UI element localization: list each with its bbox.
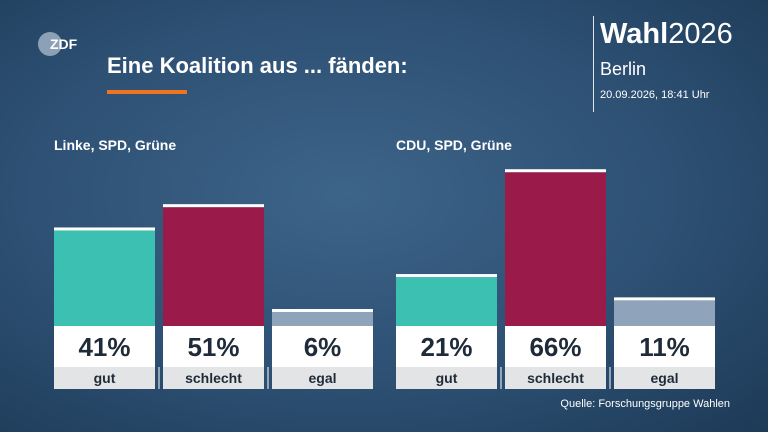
bar-cap-egal (272, 309, 373, 313)
category-box-gut (396, 367, 497, 389)
data-label-egal: 6% (304, 332, 342, 362)
brand-title: Wahl2026 (600, 16, 733, 52)
panel-title-left: Linke, SPD, Grüne (54, 137, 177, 153)
bar-cap-schlecht (163, 204, 264, 208)
data-label-gut: 41% (78, 332, 130, 362)
value-box-egal (614, 326, 715, 367)
value-box-egal (272, 326, 373, 367)
bar-egal (614, 300, 715, 326)
category-label-schlecht: schlecht (185, 370, 242, 386)
category-box-schlecht (163, 367, 264, 389)
timestamp: 20.09.2026, 18:41 Uhr (600, 89, 710, 101)
category-box-egal (614, 367, 715, 389)
data-label-schlecht: 51% (187, 332, 239, 362)
zdf-logo-text: ZDF (50, 36, 78, 52)
category-box-gut (54, 367, 155, 389)
brand-year: 2026 (668, 18, 733, 50)
bar-cap-gut (54, 227, 155, 231)
panel-title-right: CDU, SPD, Grüne (396, 137, 512, 153)
value-box-gut (54, 326, 155, 367)
bar-cap-schlecht (505, 169, 606, 173)
chart-title: Eine Koalition aus ... fänden: (107, 53, 408, 78)
category-label-gut: gut (94, 370, 116, 386)
bar-schlecht (505, 172, 606, 326)
category-label-egal: egal (650, 370, 678, 386)
zdf-logo: ZDF (38, 32, 78, 56)
bar-cap-egal (614, 297, 715, 301)
bar-gut (54, 230, 155, 326)
category-box-schlecht (505, 367, 606, 389)
category-box-egal (272, 367, 373, 389)
category-separator (267, 367, 269, 389)
category-separator (500, 367, 502, 389)
value-box-schlecht (505, 326, 606, 367)
bar-gut (396, 277, 497, 326)
category-label-egal: egal (308, 370, 336, 386)
category-label-schlecht: schlecht (527, 370, 584, 386)
bar-egal (272, 312, 373, 326)
source-note: Quelle: Forschungsgruppe Wahlen (560, 398, 730, 410)
category-separator (609, 367, 611, 389)
election-brand: Wahl2026 Berlin 20.09.2026, 18:41 Uhr (593, 16, 733, 112)
bar-cap-gut (396, 274, 497, 278)
data-label-schlecht: 66% (529, 332, 581, 362)
category-label-gut: gut (436, 370, 458, 386)
data-label-egal: 11% (639, 332, 690, 362)
brand-word: Wahl (600, 18, 669, 50)
data-label-gut: 21% (420, 332, 472, 362)
title-underline (107, 90, 187, 94)
value-box-gut (396, 326, 497, 367)
category-separator (158, 367, 160, 389)
region-label: Berlin (600, 59, 647, 79)
value-box-schlecht (163, 326, 264, 367)
bar-schlecht (163, 207, 264, 326)
